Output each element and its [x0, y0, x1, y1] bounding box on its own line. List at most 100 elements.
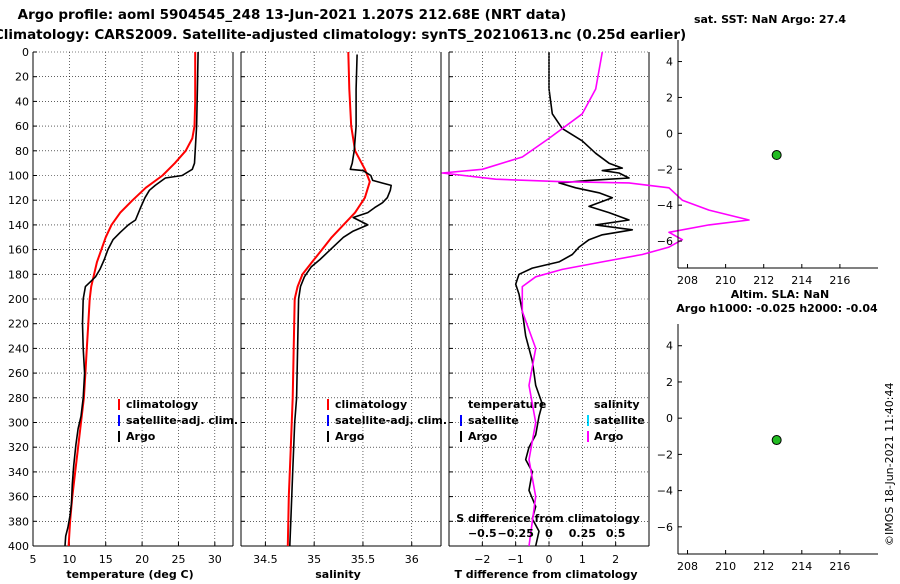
depth-tick-label: 200 [8, 293, 29, 306]
sst-y-tick-label: 4 [666, 56, 673, 69]
difference-s-axis-title: S difference from climatology [456, 512, 640, 525]
difference-s-tick-label: 0 [545, 527, 553, 540]
sla-x-tick-label: 208 [677, 560, 698, 573]
salinity-x-tick-label: 36 [405, 553, 419, 566]
sla-y-tick-label: 0 [666, 412, 673, 425]
figure-title-line1: Argo profile: aoml 5904545_248 13-Jun-20… [18, 7, 567, 23]
sla-x-tick-label: 214 [791, 560, 812, 573]
temperature-x-tick-label: 25 [171, 553, 185, 566]
depth-tick-label: 160 [8, 244, 29, 257]
depth-tick-label: 240 [8, 342, 29, 355]
temperature-series-argo [64, 51, 199, 547]
difference-x-tick-label: −1 [508, 553, 524, 566]
sst-x-tick-label: 214 [791, 274, 812, 287]
depth-tick-label: 400 [8, 540, 29, 553]
legend-s-satellite-label: satellite [594, 414, 645, 427]
imos-credit: ©IMOS 18-Jun-2021 11:40:44 [883, 382, 896, 546]
sst-y-tick-label: 2 [666, 91, 673, 104]
sst-y-tick-label: −4 [657, 199, 673, 212]
legend-argo-label: Argo [126, 430, 156, 443]
difference-x-tick-label: −2 [474, 553, 490, 566]
legend-t-satellite-label: satellite [468, 414, 519, 427]
temperature-x-tick-label: 5 [30, 553, 37, 566]
temperature-x-tick-label: 30 [208, 553, 222, 566]
sla-subtitle: Argo h1000: -0.025 h2000: -0.04 [676, 302, 878, 315]
figure-title-line2: Climatology: CARS2009. Satellite-adjuste… [0, 27, 686, 43]
legend-argo-label: Argo [335, 430, 365, 443]
depth-tick-label: 340 [8, 466, 29, 479]
sst-panel: sat. SST: NaN Argo: 27.4 208 210 212 214 216… [657, 13, 878, 287]
sla-title: Altim. SLA: NaN [731, 288, 830, 301]
sla-x-tick-label: 210 [715, 560, 736, 573]
legend-climatology-label: climatology [126, 398, 198, 411]
legend-s-argo-label: Argo [594, 430, 624, 443]
sst-x-tick-label: 210 [715, 274, 736, 287]
depth-tick-label: 220 [8, 318, 29, 331]
depth-tick-label: 0 [22, 46, 29, 59]
legend-t-argo-label: Argo [468, 430, 498, 443]
legend-salinity-heading: salinity [594, 398, 640, 411]
temperature-legend: climatology satellite-adj. clim. Argo [118, 398, 238, 443]
sst-x-tick-label: 216 [829, 274, 850, 287]
depth-tick-label: 380 [8, 515, 29, 528]
sst-y-tick-label: −6 [657, 235, 673, 248]
depth-tick-label: 120 [8, 194, 29, 207]
sla-y-tick-label: −4 [657, 485, 673, 498]
difference-s-tick-label: −0.25 [497, 527, 533, 540]
sla-y-tick-label: 2 [666, 376, 673, 389]
sst-y-tick-label: 0 [666, 127, 673, 140]
sst-argo-point [771, 150, 782, 161]
difference-x-label: T difference from climatology [454, 568, 637, 580]
sla-panel: Altim. SLA: NaN Argo h1000: -0.025 h2000… [657, 288, 878, 573]
difference-s-tick-label: −0.5 [468, 527, 497, 540]
salinity-series-argo [289, 54, 393, 547]
difference-panel: T difference from climatology S differen… [441, 51, 750, 581]
salinity-x-tick-label: 35 [307, 553, 321, 566]
legend-climatology-label: climatology [335, 398, 407, 411]
salinity-panel: salinity climatology satellite-adj. clim… [240, 51, 447, 581]
legend-satellite-label: satellite-adj. clim. [126, 414, 238, 427]
difference-series-s-argo [441, 51, 750, 547]
legend-temperature-heading: temperature [468, 398, 546, 411]
difference-x-tick-label: 2 [612, 553, 619, 566]
depth-tick-label: 80 [15, 145, 29, 158]
salinity-x-label: salinity [315, 568, 361, 580]
difference-x-tick-label: 0 [546, 553, 553, 566]
difference-s-tick-label: 0.5 [606, 527, 626, 540]
temperature-panel: temperature (deg C) climatology satellit… [8, 46, 238, 581]
depth-tick-label: 280 [8, 392, 29, 405]
depth-tick-label: 260 [8, 367, 29, 380]
depth-tick-label: 140 [8, 219, 29, 232]
depth-tick-label: 60 [15, 120, 29, 133]
salinity-x-tick-label: 35.5 [351, 553, 376, 566]
depth-tick-label: 300 [8, 417, 29, 430]
sst-y-tick-label: −2 [657, 163, 673, 176]
depth-tick-label: 40 [15, 95, 29, 108]
temperature-x-label: temperature (deg C) [66, 568, 193, 580]
depth-tick-label: 320 [8, 441, 29, 454]
temperature-x-tick-label: 10 [62, 553, 76, 566]
salinity-legend: climatology satellite-adj. clim. Argo [327, 398, 447, 443]
sst-x-tick-label: 208 [677, 274, 698, 287]
sst-x-tick-label: 212 [753, 274, 774, 287]
sla-x-tick-label: 216 [829, 560, 850, 573]
legend-satellite-label: satellite-adj. clim. [335, 414, 447, 427]
sla-y-tick-label: −6 [657, 521, 673, 534]
sst-title: sat. SST: NaN Argo: 27.4 [694, 13, 846, 26]
sla-argo-point [771, 435, 782, 446]
salinity-x-tick-label: 34.5 [253, 553, 278, 566]
sla-x-tick-label: 212 [753, 560, 774, 573]
sla-y-tick-label: 4 [666, 340, 673, 353]
salinity-series-climatology [286, 51, 371, 547]
temperature-x-tick-label: 15 [99, 553, 113, 566]
difference-legend: temperature satellite Argo salinity sate… [460, 398, 645, 443]
depth-tick-label: 100 [8, 170, 29, 183]
temperature-series-climatology [67, 52, 197, 547]
temperature-x-tick-label: 20 [135, 553, 149, 566]
sla-y-tick-label: −2 [657, 448, 673, 461]
difference-x-tick-label: 1 [579, 553, 586, 566]
depth-tick-label: 20 [15, 71, 29, 84]
depth-tick-label: 360 [8, 491, 29, 504]
depth-tick-label: 180 [8, 268, 29, 281]
